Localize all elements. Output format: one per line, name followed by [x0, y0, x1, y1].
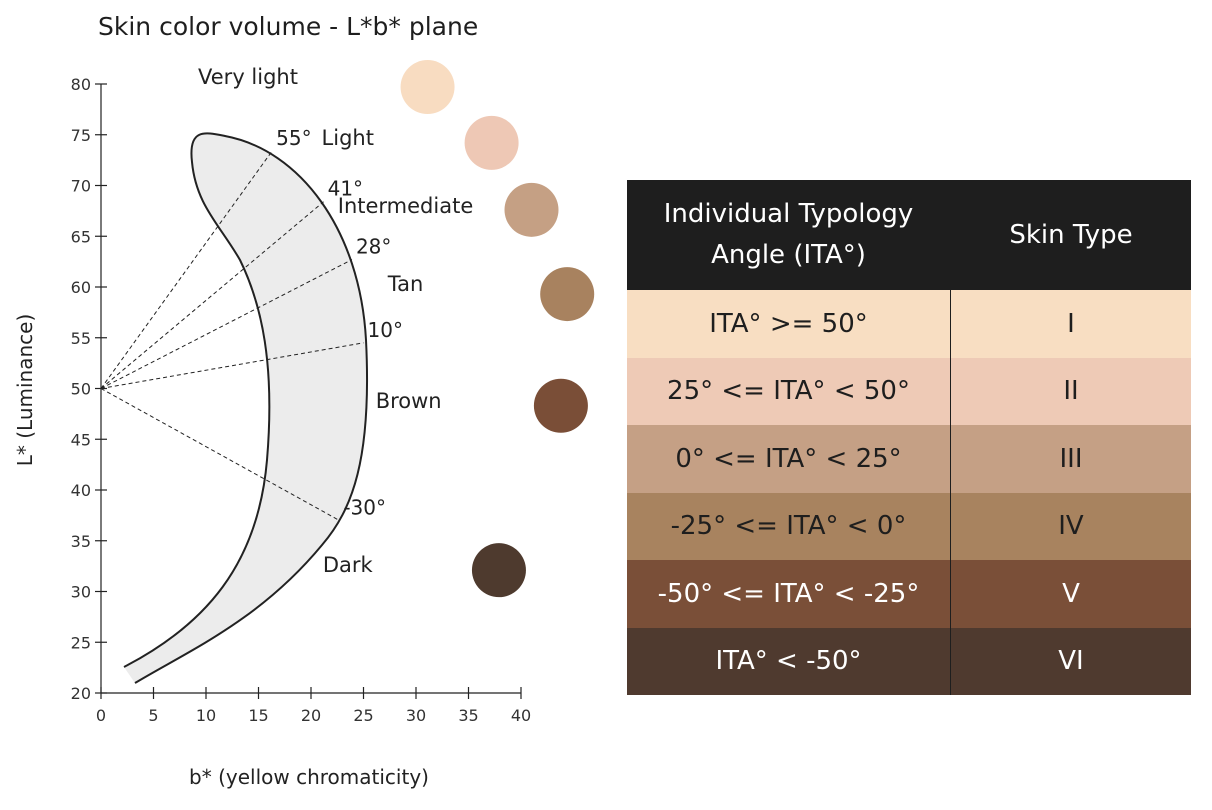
table-row: 0° <= ITA° < 25° III [627, 425, 1191, 493]
x-axis-label: b* (yellow chromaticity) [189, 765, 429, 789]
region-label: Brown [376, 389, 442, 413]
ita-range-cell: 25° <= ITA° < 50° [667, 376, 910, 407]
diagram-title: Skin color volume - L*b* plane [98, 12, 479, 41]
y-tick-label: 20 [71, 684, 91, 703]
skin-type-cell: V [950, 560, 1191, 628]
ita-ray [100, 388, 340, 521]
skin-type-cell: III [950, 425, 1191, 493]
ita-range-cell: -25° <= ITA° < 0° [670, 511, 907, 542]
ita-range-cell: ITA° >= 50° [709, 308, 868, 339]
y-axis-label: L* (Luminance) [13, 314, 37, 467]
skin-type-cell: IV [950, 492, 1191, 560]
x-tick-label: 35 [458, 706, 478, 725]
table-row: -25° <= ITA° < 0° IV [627, 492, 1191, 560]
region-label: Tan [387, 272, 424, 296]
table-row: ITA° >= 50° I [627, 290, 1191, 358]
skin-swatch [471, 543, 526, 598]
ita-range-cell: 0° <= ITA° < 25° [675, 443, 902, 474]
x-tick-label: 40 [511, 706, 531, 725]
region-label: Dark [323, 553, 374, 577]
ita-range-cell: ITA° < -50° [715, 646, 862, 677]
ita-ray [100, 342, 364, 389]
angle-label: 28° [356, 235, 391, 259]
angle-label: -30° [343, 495, 386, 519]
x-tick-label: 5 [148, 706, 158, 725]
region-label: Intermediate [338, 194, 474, 218]
ita-ray [100, 259, 353, 389]
ita-range-cell: -50° <= ITA° < -25° [657, 578, 920, 609]
table-row: 25° <= ITA° < 50° II [627, 357, 1191, 425]
table-row: ITA° < -50° VI [627, 627, 1191, 695]
y-tick-label: 75 [71, 126, 91, 145]
y-tick-label: 40 [71, 481, 91, 500]
y-tick-label: 60 [71, 278, 91, 297]
angle-label: 10° [368, 318, 403, 342]
region-label: Very light [198, 65, 298, 89]
x-tick-label: 25 [353, 706, 373, 725]
region-label: Light [322, 126, 374, 150]
skin-swatch [504, 182, 559, 237]
skin-swatch [464, 115, 519, 170]
y-tick-label: 70 [71, 177, 91, 196]
table-row: -50° <= ITA° < -25° V [627, 560, 1191, 628]
skin-swatch [533, 378, 588, 433]
skin-swatch [540, 267, 595, 322]
y-tick-label: 45 [71, 430, 91, 449]
table-header-row: Individual Typology Angle (ITA°) Skin Ty… [627, 180, 1191, 290]
y-tick-label: 55 [71, 329, 91, 348]
ita-skin-type-table: Individual Typology Angle (ITA°) Skin Ty… [627, 180, 1191, 695]
x-tick-label: 0 [96, 706, 106, 725]
x-tick-label: 10 [196, 706, 216, 725]
skin-type-cell: II [950, 357, 1191, 425]
header-skin-type: Skin Type [950, 180, 1191, 290]
x-tick-label: 30 [406, 706, 426, 725]
y-tick-label: 50 [71, 380, 91, 399]
lb-plane-plot: 20 25 30 35 40 45 50 55 60 65 70 75 80 0 5 10 15 20 25 30 35… [13, 60, 595, 789]
x-tick-label: 20 [301, 706, 321, 725]
y-tick-label: 25 [71, 633, 91, 652]
skin-swatch [400, 60, 455, 115]
y-tick-label: 30 [71, 583, 91, 602]
angle-label: 41° [328, 177, 363, 201]
y-tick-label: 35 [71, 532, 91, 551]
skin-type-cell: I [950, 290, 1191, 358]
y-tick-label: 80 [71, 75, 91, 94]
skin-color-volume-boundary [123, 132, 369, 684]
angle-label: 55° [276, 126, 311, 150]
y-tick-label: 65 [71, 227, 91, 246]
x-tick-label: 15 [248, 706, 268, 725]
header-ita: Individual Typology Angle (ITA°) [627, 180, 951, 290]
skin-type-cell: VI [950, 627, 1191, 695]
